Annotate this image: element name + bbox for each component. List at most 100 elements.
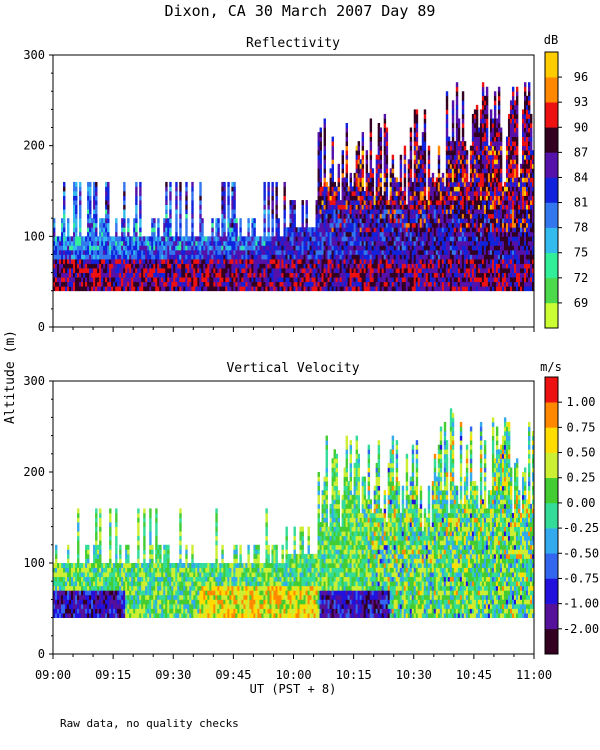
heatmap-cell xyxy=(143,281,146,287)
heatmap-cell xyxy=(467,204,471,210)
heatmap-cell xyxy=(117,245,120,251)
heatmap-cell xyxy=(357,254,361,260)
heatmap-cell xyxy=(271,263,274,269)
heatmap-cell xyxy=(463,200,467,205)
heatmap-cell xyxy=(379,195,383,201)
heatmap-cell xyxy=(271,218,274,224)
heatmap-cell xyxy=(451,204,455,210)
heatmap-cell xyxy=(169,227,172,233)
heatmap-cell xyxy=(355,154,359,160)
heatmap-cell xyxy=(355,172,359,178)
heatmap-cell xyxy=(191,227,194,233)
heatmap-cell xyxy=(123,209,126,215)
heatmap-cell xyxy=(427,227,431,233)
heatmap-cell xyxy=(239,245,242,251)
heatmap-cell xyxy=(207,245,210,251)
heatmap-cell xyxy=(123,204,126,210)
heatmap-cell xyxy=(439,204,443,210)
heatmap-cell xyxy=(163,272,166,278)
heatmap-cell xyxy=(233,222,236,228)
heatmap-cell xyxy=(151,259,154,264)
heatmap-cell xyxy=(397,186,401,192)
heatmap-cell xyxy=(305,281,308,287)
heatmap-cell xyxy=(455,231,459,237)
heatmap-cell xyxy=(341,209,344,215)
heatmap-cell xyxy=(399,277,403,283)
heatmap-cell xyxy=(427,181,431,187)
heatmap-cell xyxy=(365,209,369,215)
heatmap-cell xyxy=(471,150,475,156)
heatmap-cell xyxy=(449,154,453,160)
heatmap-cell xyxy=(203,263,206,269)
heatmap-cell xyxy=(363,204,367,210)
heatmap-cell xyxy=(471,132,475,137)
heatmap-cell xyxy=(469,163,473,169)
heatmap-cell xyxy=(465,154,469,160)
heatmap-cell xyxy=(231,218,234,224)
heatmap-cell xyxy=(477,209,481,215)
heatmap-cell xyxy=(379,277,383,283)
heatmap-cell xyxy=(411,286,415,292)
heatmap-cell xyxy=(69,263,72,269)
heatmap-cell xyxy=(165,259,168,264)
heatmap-cell xyxy=(139,236,142,242)
heatmap-cell xyxy=(493,163,497,169)
heatmap-cell xyxy=(487,191,491,196)
heatmap-cell xyxy=(75,259,78,264)
heatmap-cell xyxy=(267,254,270,260)
heatmap-cell xyxy=(319,254,322,260)
heatmap-cell xyxy=(457,177,461,183)
heatmap-cell xyxy=(67,222,70,228)
heatmap-cell xyxy=(407,249,411,255)
heatmap-cell xyxy=(451,109,455,115)
heatmap-cell xyxy=(461,231,465,237)
heatmap-cell xyxy=(363,240,367,246)
heatmap-cell xyxy=(289,204,292,210)
heatmap-cell xyxy=(245,249,248,255)
heatmap-cell xyxy=(159,268,162,273)
heatmap-cell xyxy=(73,181,76,187)
heatmap-cell xyxy=(451,218,455,224)
heatmap-cell xyxy=(353,272,357,278)
heatmap-cell xyxy=(387,254,391,260)
heatmap-cell xyxy=(95,204,98,210)
heatmap-cell xyxy=(83,277,86,283)
heatmap-cell xyxy=(451,195,455,201)
heatmap-cell xyxy=(317,181,320,187)
heatmap-cell xyxy=(235,249,238,255)
heatmap-cell xyxy=(489,163,493,169)
heatmap-cell xyxy=(393,263,397,269)
heatmap-cell xyxy=(213,277,216,283)
heatmap-cell xyxy=(375,272,379,278)
heatmap-cell xyxy=(87,281,90,287)
heatmap-cell xyxy=(403,150,407,156)
heatmap-cell xyxy=(481,82,485,88)
heatmap-cell xyxy=(403,209,407,215)
heatmap-cell xyxy=(497,132,501,137)
heatmap-cell xyxy=(231,259,234,264)
heatmap-cell xyxy=(255,240,258,246)
heatmap-cell xyxy=(123,254,126,260)
heatmap-cell xyxy=(379,231,383,237)
heatmap-cell xyxy=(461,113,465,119)
heatmap-cell xyxy=(315,200,318,205)
heatmap-cell xyxy=(363,209,367,215)
heatmap-cell xyxy=(265,240,268,246)
heatmap-cell xyxy=(53,277,56,283)
heatmap-cell xyxy=(175,240,178,246)
heatmap-cell xyxy=(383,181,387,187)
heatmap-cell xyxy=(467,227,471,233)
heatmap-cell xyxy=(475,168,479,174)
heatmap-cell xyxy=(417,191,421,196)
heatmap-cell xyxy=(107,240,110,246)
heatmap-cell xyxy=(345,177,349,183)
heatmap-cell xyxy=(451,145,455,151)
heatmap-cell xyxy=(319,222,322,228)
heatmap-cell xyxy=(265,259,268,264)
heatmap-cell xyxy=(317,254,320,260)
heatmap-cell xyxy=(365,254,369,260)
heatmap-cell xyxy=(415,213,419,219)
heatmap-cell xyxy=(203,277,206,283)
heatmap-cell xyxy=(253,218,256,224)
heatmap-cell xyxy=(291,236,294,242)
